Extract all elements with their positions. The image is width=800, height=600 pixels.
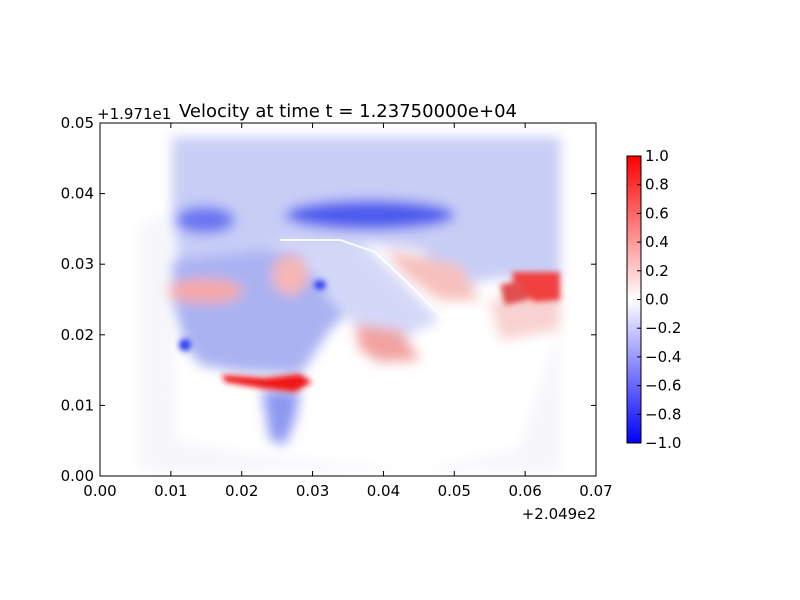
- colorbar-tick-label: 0.8: [645, 176, 669, 194]
- colorbar-tick-label: −0.2: [645, 319, 681, 337]
- colorbar-ticks: 1.0 0.8 0.6 0.4 0.2 0.0 −0.2 −0.4 −0.6 −0.8 −1.0: [637, 147, 681, 452]
- south-red-region: [355, 325, 420, 362]
- chart-title: Velocity at time t = 1.23750000e+04: [179, 101, 517, 122]
- x-tick-label: 0.07: [579, 482, 612, 500]
- central-red-blob: [272, 255, 308, 295]
- southwest-blue-lobe: [262, 390, 300, 445]
- colorbar-tick-label: 0.2: [645, 262, 669, 280]
- x-tick-label: 0.02: [225, 482, 258, 500]
- x-offset-label: +2.049e2: [522, 505, 596, 523]
- y-tick-label: 0.02: [61, 326, 94, 344]
- x-tick-label: 0.01: [154, 482, 187, 500]
- x-tick-label: 0.04: [367, 482, 400, 500]
- y-tick-label: 0.00: [61, 467, 94, 485]
- eastern-red-edge: [500, 280, 528, 305]
- colorbar-tick-label: 0.4: [645, 233, 669, 251]
- x-axis: 0.00 0.01 0.02 0.03 0.04 0.05 0.06 0.07: [83, 123, 613, 500]
- y-tick-label: 0.04: [61, 185, 94, 203]
- colorbar-tick-label: −0.6: [645, 377, 681, 395]
- central-blue-band: [285, 200, 455, 230]
- x-tick-label: 0.03: [296, 482, 329, 500]
- coastal-boundary: [280, 239, 471, 319]
- blue-spot-2: [314, 280, 326, 290]
- western-red-jet: [167, 279, 243, 303]
- x-tick-label: 0.05: [438, 482, 471, 500]
- colorbar-tick-label: 0.0: [645, 291, 669, 309]
- colorbar-tick-label: 1.0: [645, 147, 669, 165]
- east-red-region: [385, 250, 480, 300]
- velocity-heatmap: [140, 137, 560, 470]
- y-axis: 0.00 0.01 0.02 0.03 0.04 0.05: [61, 114, 596, 485]
- central-region: [290, 240, 440, 340]
- lower-basin-region: [172, 245, 360, 375]
- colorbar-tick-label: −0.4: [645, 348, 681, 366]
- colorbar-tick-label: −1.0: [645, 434, 681, 452]
- y-tick-label: 0.01: [61, 396, 94, 414]
- axes-frame: [99, 122, 597, 477]
- colorbar-tick-label: −0.8: [645, 405, 681, 423]
- dark-blue-spot: [179, 339, 191, 351]
- outer-domain: [140, 215, 560, 470]
- x-tick-label: 0.06: [508, 482, 541, 500]
- colorbar-tick-label: 0.6: [645, 204, 669, 222]
- left-blue-patch: [175, 206, 235, 234]
- y-tick-label: 0.03: [61, 255, 94, 273]
- y-offset-label: +1.971e1: [97, 105, 171, 123]
- southern-red-jet: [222, 374, 312, 392]
- x-tick-label: 0.00: [83, 482, 116, 500]
- y-tick-label: 0.05: [61, 114, 94, 132]
